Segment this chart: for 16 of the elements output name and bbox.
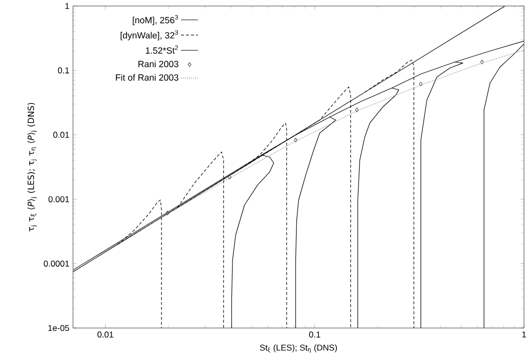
y-tick-label: 1e-05 [48, 324, 70, 332]
y-tick-label: 0.1 [58, 67, 70, 74]
legend-label: [noM], 256$^{3}$ [132, 15, 178, 26]
y-tick-label: 0.001 [48, 196, 70, 202]
x-axis-title: St$_{ξ}$ (LES); St$_{η}$ (DNS) [260, 344, 337, 353]
y-tick-label: 1 [65, 3, 70, 9]
x-tick-label: 0.1 [309, 332, 320, 338]
y-tick-label: 0.0001 [44, 260, 70, 267]
y-tick-label: 0.01 [53, 132, 70, 138]
legend-label: 1.52*St$^{2}$ [146, 45, 178, 54]
legend-label: [dynWale], 32$^{3}$ [120, 30, 178, 40]
x-tick-label: 0.01 [97, 332, 114, 338]
legend-label: Rani 2003 [138, 60, 178, 68]
legend-label: Fit of Rani 2003 [116, 74, 178, 81]
text: τ$_{j}$ τ$_{ξ}$ ⟨P⟩$_{j}$ (LES); τ$_{j}$ τ$_{η}$ ⟨P⟩$_{j}$ (DNS) [28, 102, 37, 232]
x-tick-label: 1 [522, 332, 526, 338]
